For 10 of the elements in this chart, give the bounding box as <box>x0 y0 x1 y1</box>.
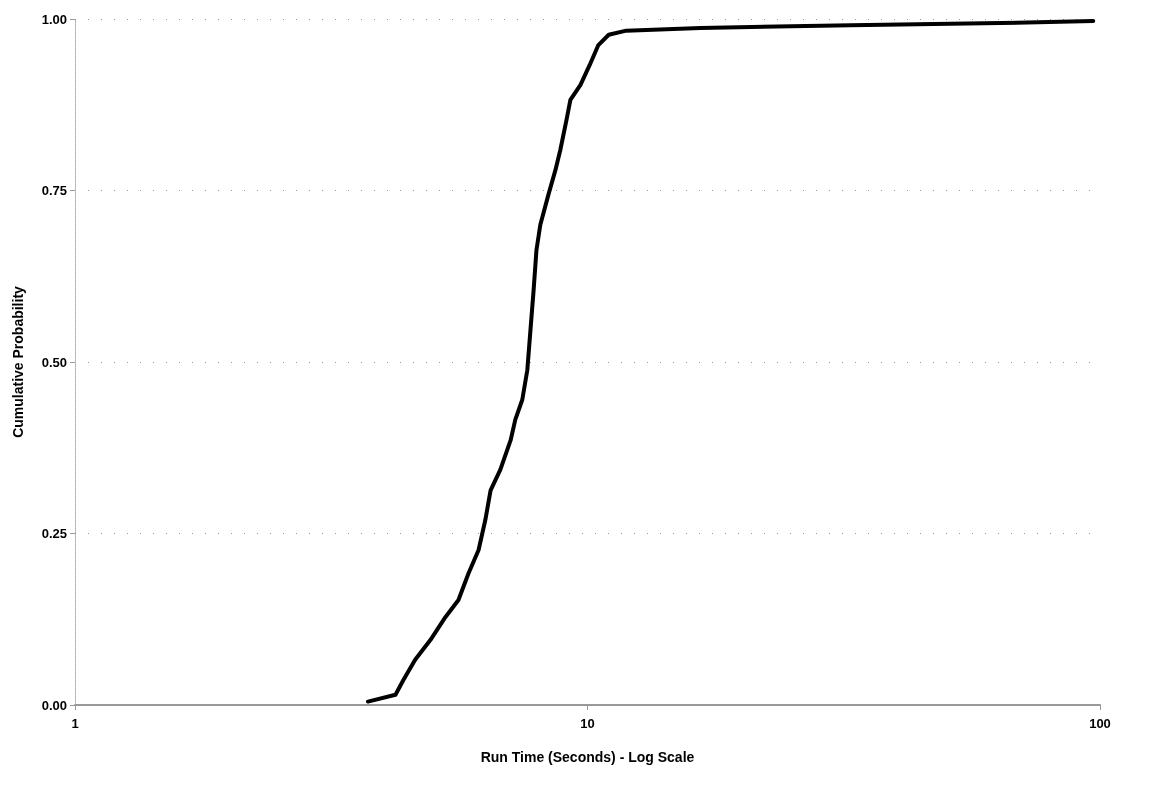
y-tick-label: 0.75 <box>41 183 67 198</box>
x-tick-label: 100 <box>1089 716 1111 731</box>
x-tick-label: 1 <box>71 716 79 731</box>
y-tick-label: 0.25 <box>41 526 67 541</box>
y-tick-label: 1.00 <box>41 11 67 27</box>
x-tick-label: 10 <box>580 716 595 731</box>
y-tick-label: 0.50 <box>41 354 67 370</box>
y-axis-title: Cumulative Probability <box>10 285 26 438</box>
y-tick-label: 0.00 <box>41 697 67 713</box>
x-axis-title: Run Time (Seconds) - Log Scale <box>480 749 695 765</box>
